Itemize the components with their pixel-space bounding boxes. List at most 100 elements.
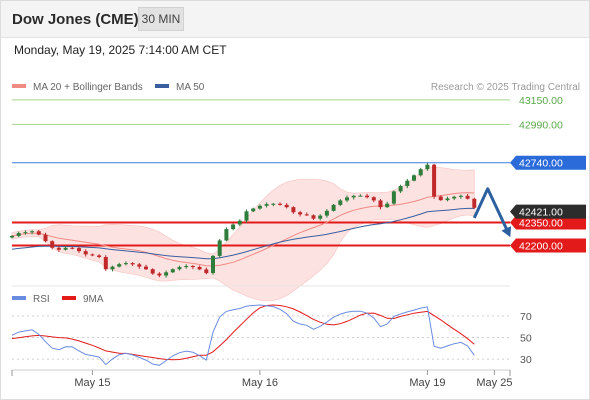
candle-body (177, 267, 182, 270)
candle (385, 201, 390, 208)
candle-body (170, 269, 175, 273)
candle-body (398, 186, 403, 192)
candle (23, 230, 28, 235)
candle (77, 246, 81, 253)
forecast-path (472, 187, 510, 233)
candle-body (83, 251, 88, 255)
candle (418, 167, 423, 177)
candle (278, 202, 282, 206)
axis-tick-label: May 15 (74, 377, 110, 389)
candle (257, 204, 262, 210)
watermark: Research © 2025 Trading Central (431, 82, 580, 93)
candle (97, 254, 102, 259)
candle (197, 265, 202, 271)
candle (458, 194, 463, 199)
candle (338, 199, 343, 207)
candle-body (137, 264, 142, 267)
bollinger-band-area (11, 166, 475, 302)
candle (83, 249, 88, 257)
candle-body (211, 255, 215, 274)
chart-datetime: Monday, May 19, 2025 7:14:00 AM CET (14, 43, 227, 57)
candle-body (371, 197, 376, 201)
price-label-pivot: 42740.00 (510, 155, 586, 170)
rsi-legend-swatch (12, 296, 26, 300)
candle-body (458, 195, 463, 197)
candle (184, 264, 189, 269)
candle-body (465, 195, 470, 199)
candle-body (412, 175, 416, 181)
rsi-panel: RSI 9MA 70 50 30 (11, 285, 532, 366)
candle (231, 223, 236, 231)
candle-body (345, 197, 349, 201)
current-price-text: 42421.00 (519, 207, 563, 219)
candle (465, 194, 470, 200)
candle (284, 203, 289, 209)
candle-body (291, 207, 296, 213)
rsi-legend-swatch (62, 296, 76, 300)
price-label-support: 42200.00 (510, 238, 586, 253)
rsi-legend-label: 9MA (83, 294, 104, 305)
legend-swatch (155, 84, 169, 88)
candle (244, 209, 249, 223)
candle-body (103, 256, 108, 270)
candle (30, 230, 35, 235)
candle-body (130, 263, 135, 265)
timeframe-button[interactable]: 30 MIN (138, 7, 184, 31)
candle (110, 265, 115, 272)
price-label-text: 42200.00 (519, 240, 563, 252)
candle-body (197, 266, 202, 270)
candle-body (351, 195, 356, 198)
candle-body (110, 266, 115, 270)
price-label-support: 42350.00 (510, 215, 586, 230)
current-price-label: 42421.00 (510, 204, 586, 219)
candle-body (90, 254, 95, 256)
rsi-tick-label: 30 (520, 354, 532, 366)
candle (398, 184, 403, 194)
candle-body (123, 263, 128, 265)
candle-body (304, 214, 309, 216)
candle-body (318, 215, 323, 219)
candle-body (271, 203, 276, 205)
candle-body (16, 233, 21, 236)
candle (70, 246, 75, 250)
rsi-tick-label: 70 (520, 311, 532, 323)
candle-body (405, 180, 410, 187)
current-price-bg (510, 204, 586, 219)
candle (445, 196, 450, 202)
forecast-arrowhead (501, 226, 512, 238)
candle (371, 196, 376, 203)
rsi-legend-label: RSI (33, 294, 50, 305)
candle (170, 268, 175, 274)
candle-body (190, 266, 195, 268)
price-labels: 43150.00 42990.00 42740.00 42350.00 42200.00… (510, 95, 586, 253)
candle (211, 254, 215, 275)
candle (190, 265, 195, 270)
candle-body (438, 196, 443, 201)
bollinger-band (11, 166, 475, 302)
candle-body (365, 195, 370, 198)
candle (237, 219, 242, 227)
candle-body (30, 231, 35, 233)
candle-body (378, 200, 383, 208)
candle-body (164, 272, 169, 276)
candle (150, 268, 155, 275)
candle (43, 232, 48, 243)
candles (10, 162, 477, 278)
candle (10, 235, 14, 239)
candle-body (385, 203, 390, 208)
candle (291, 206, 296, 214)
price-label-bg (510, 238, 586, 253)
price-label-resistance: 42990.00 (519, 119, 563, 131)
candle-body (425, 164, 430, 170)
candle-body (298, 212, 303, 215)
candle-body (63, 247, 68, 250)
legend-label: MA 20 + Bollinger Bands (33, 82, 143, 93)
candle (217, 239, 222, 259)
candle-body (144, 266, 148, 270)
candle (137, 262, 142, 269)
candle (438, 195, 443, 201)
candle (358, 194, 363, 197)
candle (16, 231, 21, 238)
candle-body (50, 241, 55, 248)
